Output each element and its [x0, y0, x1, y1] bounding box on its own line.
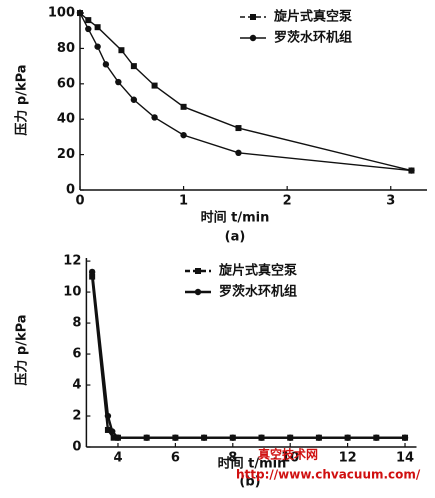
y-tick-label: 100 [48, 6, 75, 21]
y-tick-label: 6 [72, 347, 81, 362]
x-axis-label: 时间 t/min [201, 210, 270, 226]
series-line [79, 12, 412, 172]
x-tick-label: 6 [171, 451, 180, 466]
series-line [79, 12, 412, 172]
caption: (b) [239, 475, 260, 490]
caption: (a) [225, 230, 246, 245]
y-axis-label: 压力 p/kPa [14, 64, 30, 135]
x-tick-label: 10 [281, 451, 299, 466]
x-tick-label: 1 [179, 194, 188, 209]
legend-label: 旋片式真空泵 [218, 263, 297, 279]
x-tick-label: 12 [339, 451, 357, 466]
x-tick-label: 3 [386, 194, 395, 209]
y-tick-label: 8 [72, 316, 81, 331]
x-axis-label: 时间 t/min [218, 456, 287, 472]
legend-label: 旋片式真空泵 [273, 9, 352, 25]
x-tick-label: 8 [228, 451, 237, 466]
y-tick-label: 10 [63, 285, 81, 300]
x-tick-label: 2 [283, 194, 292, 209]
legend-label: 罗茨水环机组 [274, 30, 352, 46]
y-tick-label: 20 [57, 147, 75, 162]
watermark-title: 真空技术网 [258, 447, 318, 462]
y-tick-label: 40 [57, 112, 75, 127]
legend-label: 罗茨水环机组 [219, 284, 297, 300]
y-tick-label: 12 [63, 254, 81, 269]
x-tick-label: 14 [396, 451, 414, 466]
y-tick-label: 80 [57, 41, 75, 56]
watermark-url: http://www.chvacuum.com/ [236, 468, 421, 482]
y-tick-label: 4 [72, 378, 81, 393]
y-tick-label: 60 [57, 76, 75, 91]
x-tick-label: 0 [75, 194, 84, 209]
y-axis-label: 压力 p/kPa [14, 314, 30, 385]
y-tick-label: 0 [72, 440, 81, 455]
x-tick-label: 4 [113, 451, 122, 466]
y-tick-label: 0 [66, 183, 75, 198]
y-tick-label: 2 [72, 409, 81, 424]
series-line [90, 276, 406, 439]
